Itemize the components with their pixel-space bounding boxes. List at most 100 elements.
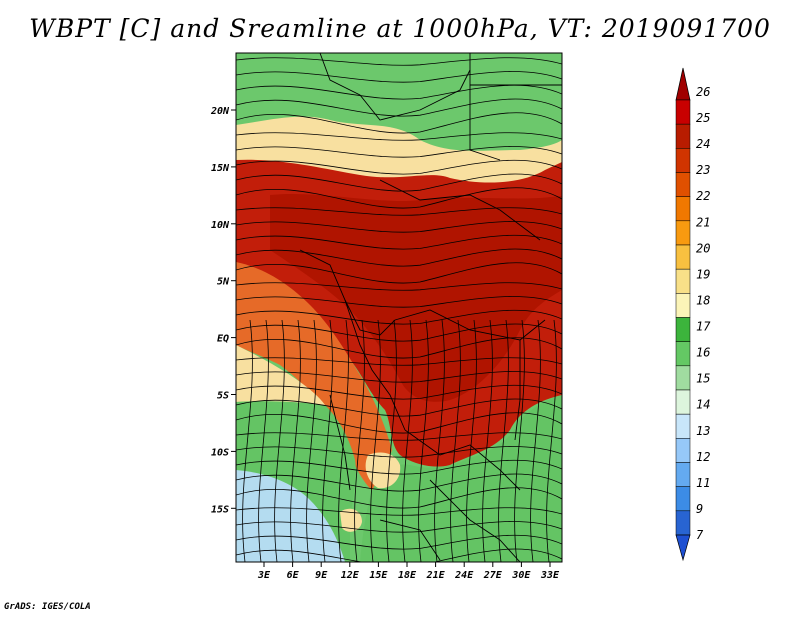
lon-label: 21E bbox=[426, 570, 446, 581]
field-ocean-yellow bbox=[236, 345, 325, 405]
colorbar-label: 18 bbox=[696, 293, 710, 307]
colorbar: 26 25 24 23 22 21 20 19 18 17 16 15 14 13 12 11 9 7 bbox=[675, 67, 711, 562]
colorbar-swatch bbox=[675, 365, 691, 391]
axis-ticks: 3E 6E 9E 12E 15E 18E 21E 24E 27E 30E 33E 20N 15N 10N 5… bbox=[210, 106, 560, 581]
streamline bbox=[236, 412, 562, 434]
streamline bbox=[236, 221, 562, 233]
colorbar-swatch bbox=[675, 244, 691, 270]
streamline bbox=[236, 507, 562, 516]
streamline bbox=[236, 521, 562, 533]
chart-title: WBPT [C] and Sreamline at 1000hPa, VT: 2… bbox=[29, 14, 771, 43]
lon-label: 18E bbox=[398, 570, 417, 581]
streamline bbox=[236, 173, 562, 192]
colorbar-label: 25 bbox=[696, 111, 710, 125]
colorbar-swatch bbox=[675, 317, 691, 342]
colorbar-label: 22 bbox=[696, 189, 710, 203]
colorbar-swatch bbox=[675, 220, 691, 246]
colorbar-label: 11 bbox=[696, 476, 710, 490]
footer-credit: GrADS: IGES/COLA bbox=[4, 602, 91, 612]
streamline bbox=[482, 319, 493, 562]
streamline bbox=[402, 319, 413, 562]
lon-label: 12E bbox=[341, 570, 360, 581]
colorbar-swatch bbox=[675, 196, 691, 222]
colorbar-label: 16 bbox=[696, 346, 710, 360]
colorbar-swatch bbox=[675, 293, 691, 318]
colorbar-swatch bbox=[675, 172, 691, 197]
colorbar-swatch bbox=[675, 486, 691, 512]
colorbar-label: 23 bbox=[696, 163, 710, 177]
streamline bbox=[236, 187, 562, 209]
lat-label: 15S bbox=[211, 504, 229, 515]
colorbar-swatch bbox=[675, 510, 691, 536]
field-yellow-patch bbox=[340, 508, 362, 532]
lat-label: 15N bbox=[211, 163, 230, 174]
streamline bbox=[290, 319, 301, 562]
streamline bbox=[274, 319, 285, 562]
streamline bbox=[236, 398, 562, 417]
streamline bbox=[236, 384, 562, 400]
lon-label: 27E bbox=[483, 570, 503, 581]
colorbar-label: 7 bbox=[696, 528, 704, 542]
streamline bbox=[236, 234, 562, 250]
streamline bbox=[354, 319, 365, 562]
lat-label: 10N bbox=[211, 220, 230, 231]
colorbar-swatch bbox=[675, 438, 691, 463]
field-green-south bbox=[360, 395, 562, 562]
lon-label: 9E bbox=[315, 570, 328, 581]
field-orange-coast bbox=[236, 262, 392, 490]
colorbar-swatch bbox=[675, 462, 691, 487]
streamline bbox=[434, 319, 445, 562]
colorbar-label: 9 bbox=[696, 502, 703, 516]
colorbar-swatch bbox=[675, 389, 691, 415]
field-yellow-patch bbox=[365, 452, 401, 489]
colorbar-label: 26 bbox=[696, 85, 710, 99]
streamline bbox=[236, 159, 562, 175]
colorbar-label: 21 bbox=[696, 215, 710, 229]
streamline bbox=[236, 146, 562, 158]
streamline bbox=[306, 319, 317, 562]
colorbar-bottom-arrow bbox=[675, 534, 691, 562]
lat-label: 20N bbox=[210, 106, 230, 117]
streamline bbox=[242, 319, 253, 562]
streamline bbox=[236, 323, 562, 342]
colorbar-swatch bbox=[675, 148, 691, 173]
streamline bbox=[236, 112, 562, 134]
lat-label: EQ bbox=[217, 334, 229, 345]
colorbar-label: 19 bbox=[696, 267, 710, 281]
colorbar-label: 14 bbox=[696, 398, 710, 412]
colorbar-swatch bbox=[675, 268, 691, 294]
streamline bbox=[236, 459, 562, 475]
colorbar-swatch bbox=[675, 413, 691, 439]
streamline bbox=[236, 282, 562, 291]
streamline bbox=[236, 446, 562, 458]
lat-label: 5S bbox=[217, 391, 229, 402]
streamline bbox=[514, 319, 525, 562]
lon-label: 6E bbox=[287, 570, 300, 581]
streamline bbox=[236, 432, 562, 441]
colorbar-top-arrow bbox=[675, 67, 691, 101]
colorbar-label: 24 bbox=[696, 137, 710, 151]
colorbar-label: 13 bbox=[696, 424, 710, 438]
streamline bbox=[466, 319, 477, 562]
colorbar-swatch bbox=[675, 123, 691, 149]
lon-label: 3E bbox=[257, 570, 271, 581]
map-frame bbox=[235, 52, 563, 563]
lat-label: 10S bbox=[211, 447, 229, 458]
streamline bbox=[236, 296, 562, 308]
streamline bbox=[236, 57, 562, 66]
wbpt-field bbox=[236, 53, 562, 562]
streamline bbox=[236, 262, 562, 284]
streamline bbox=[258, 319, 269, 562]
streamline bbox=[236, 248, 562, 267]
colorbar-label: 15 bbox=[696, 372, 710, 386]
streamline bbox=[236, 357, 562, 366]
lat-label: 5N bbox=[217, 277, 230, 288]
streamline bbox=[236, 207, 562, 216]
colorbar-label: 20 bbox=[696, 241, 710, 255]
streamline bbox=[236, 309, 562, 325]
colorbar-swatch bbox=[675, 341, 691, 367]
streamline bbox=[546, 319, 557, 562]
streamline bbox=[338, 319, 349, 562]
colorbar-label: 12 bbox=[696, 450, 710, 464]
streamline bbox=[530, 319, 541, 562]
